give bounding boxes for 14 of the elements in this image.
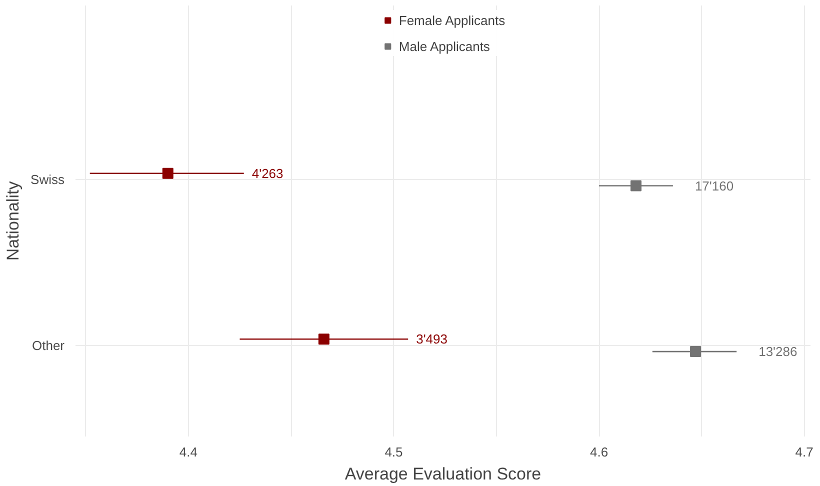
legend-label: Female Applicants xyxy=(398,12,506,28)
y-tick-label: Other xyxy=(32,338,66,353)
annotation: 17'160 xyxy=(694,178,734,194)
x-tick-label: 4.6 xyxy=(590,444,608,460)
legend-label: Male Applicants xyxy=(398,38,490,54)
annotation: 13'286 xyxy=(758,344,798,360)
x-axis-title: Average Evaluation Score xyxy=(344,464,542,484)
y-axis-title: Nationality xyxy=(4,180,23,261)
x-tick-label: 4.4 xyxy=(179,444,198,460)
x-tick-label: 4.7 xyxy=(795,444,814,460)
y-tick-label: Swiss xyxy=(30,172,65,188)
x-tick-label: 4.5 xyxy=(384,444,403,460)
annotation: 4'263 xyxy=(252,166,284,181)
annotation: 3'493 xyxy=(416,332,448,347)
